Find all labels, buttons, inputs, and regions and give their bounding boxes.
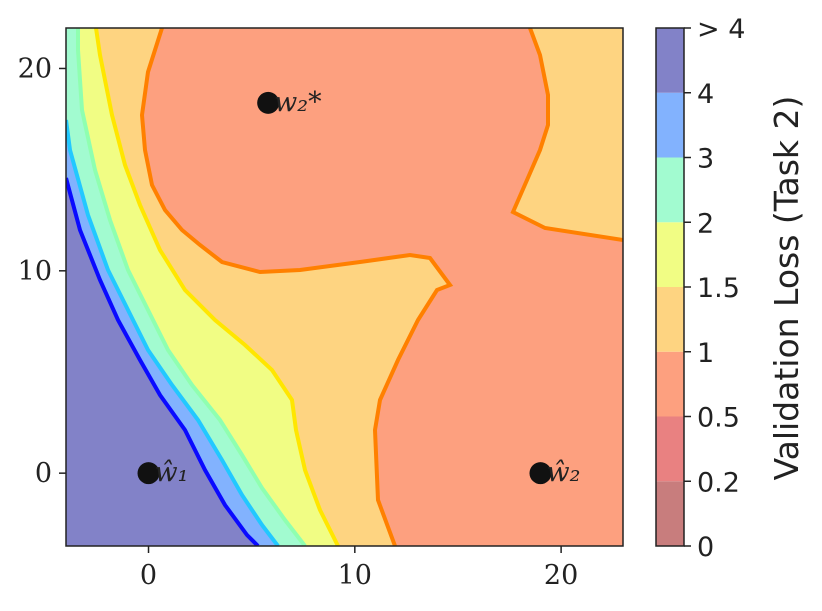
contour-band-0p5-1 xyxy=(142,28,623,546)
colorbar-band xyxy=(656,28,684,93)
contour-line-3 xyxy=(66,119,280,546)
y-tick-label: 0 xyxy=(35,458,52,489)
points-layer: ŵ₁ ŵ₂ w₂* xyxy=(137,87,580,488)
colorbar-tick-label: 0 xyxy=(697,532,714,563)
contour-region xyxy=(66,28,623,546)
colorbar-band xyxy=(656,416,684,482)
point-marker-1 xyxy=(137,462,160,485)
contour-line-4 xyxy=(66,177,260,546)
point-label-1: ŵ₁ xyxy=(155,457,189,488)
colorbar-tick-label: 1 xyxy=(697,338,714,369)
colorbar-band xyxy=(656,222,684,287)
x-tick-label: 0 xyxy=(140,560,157,591)
colorbar-band xyxy=(656,481,684,546)
colorbar-band xyxy=(656,92,684,158)
x-tick-label: 20 xyxy=(544,560,578,591)
contour-line-1-right xyxy=(510,28,623,242)
point-label-3: w₂* xyxy=(274,87,322,118)
colorbar-tick-label: 0.5 xyxy=(697,403,740,434)
point-label-2: ŵ₂ xyxy=(546,457,580,488)
colorbar-tick-label: 1.5 xyxy=(697,273,740,304)
contour-line-1p5 xyxy=(94,28,340,546)
colorbar-tick-label: 0.2 xyxy=(697,467,740,498)
colorbar-band xyxy=(656,287,684,352)
x-axis-ticks: 0 10 20 xyxy=(140,546,578,591)
colorbar-tick-label: 3 xyxy=(697,144,714,175)
colorbar-tick-label: 4 xyxy=(697,79,714,110)
colorbar-tick-label: > 4 xyxy=(697,14,745,45)
x-tick-label: 10 xyxy=(338,560,372,591)
y-tick-label: 20 xyxy=(18,53,52,84)
contour-line-2 xyxy=(76,28,307,546)
plot-frame xyxy=(65,27,624,547)
y-axis-ticks: 0 10 20 xyxy=(18,53,66,489)
colorbar-tick-label: 2 xyxy=(697,208,714,239)
colorbar-label: Validation Loss (Task 2) xyxy=(767,96,806,481)
y-tick-label: 10 xyxy=(18,256,52,287)
colorbar: 0 0.2 0.5 1 1.5 2 3 4 > 4 xyxy=(655,14,745,563)
colorbar-band xyxy=(656,157,684,223)
point-marker-3 xyxy=(257,91,280,114)
contour-line-1 xyxy=(139,28,454,546)
colorbar-band xyxy=(656,351,684,417)
point-marker-2 xyxy=(529,462,552,485)
